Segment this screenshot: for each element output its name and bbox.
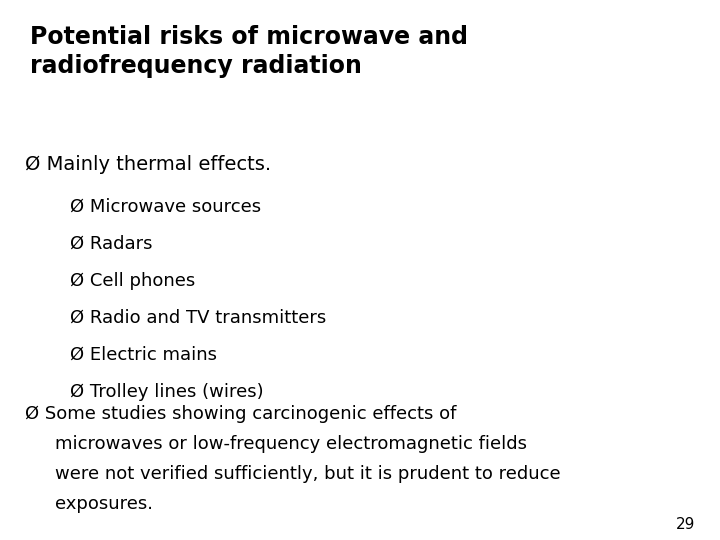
Text: were not verified sufficiently, but it is prudent to reduce: were not verified sufficiently, but it i… xyxy=(55,465,561,483)
Text: microwaves or low-frequency electromagnetic fields: microwaves or low-frequency electromagne… xyxy=(55,435,527,453)
Text: exposures.: exposures. xyxy=(55,495,153,513)
Text: Ø Trolley lines (wires): Ø Trolley lines (wires) xyxy=(70,383,264,401)
Text: Ø Mainly thermal effects.: Ø Mainly thermal effects. xyxy=(25,155,271,174)
Text: Ø Cell phones: Ø Cell phones xyxy=(70,272,195,290)
Text: Ø Electric mains: Ø Electric mains xyxy=(70,346,217,364)
Text: 29: 29 xyxy=(675,517,695,532)
Text: Potential risks of microwave and
radiofrequency radiation: Potential risks of microwave and radiofr… xyxy=(30,25,468,78)
Text: Ø Some studies showing carcinogenic effects of: Ø Some studies showing carcinogenic effe… xyxy=(25,405,456,423)
Text: Ø Radars: Ø Radars xyxy=(70,235,153,253)
Text: Ø Radio and TV transmitters: Ø Radio and TV transmitters xyxy=(70,309,326,327)
Text: Ø Microwave sources: Ø Microwave sources xyxy=(70,198,261,216)
